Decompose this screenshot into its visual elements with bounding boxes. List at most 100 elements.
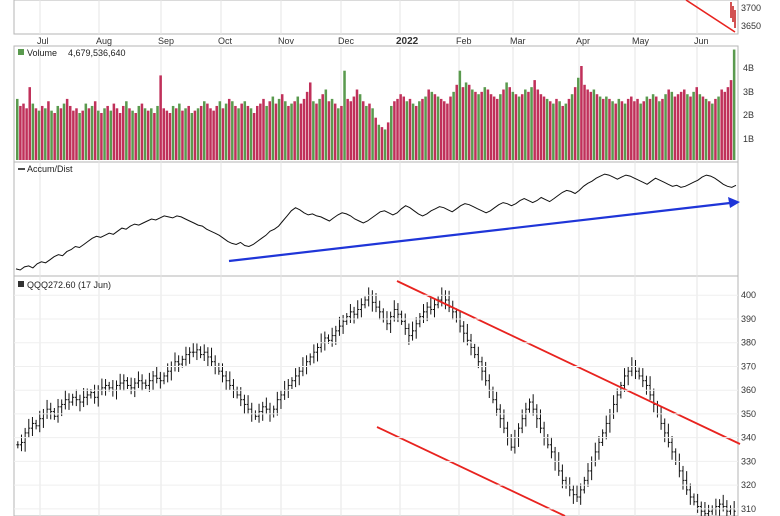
- ohlc-bar: [74, 389, 78, 407]
- ohlc-bar: [242, 394, 246, 414]
- volume-bar: [464, 82, 468, 160]
- volume-bar: [601, 98, 605, 160]
- volume-bar: [648, 98, 652, 160]
- price-tick-label: 360: [741, 385, 756, 395]
- volume-bar: [614, 103, 617, 160]
- ohlc-bar: [707, 504, 711, 516]
- volume-bar: [224, 103, 228, 160]
- volume-bar: [274, 103, 278, 160]
- volume-bar: [704, 98, 708, 160]
- ohlc-bar: [374, 293, 378, 313]
- volume-bar: [234, 105, 237, 160]
- volume-bar: [449, 96, 452, 160]
- volume-bar: [474, 91, 477, 160]
- ohlc-bar: [418, 313, 422, 328]
- ohlc-bar: [484, 361, 488, 386]
- ohlc-bar: [257, 403, 261, 423]
- volume-bar: [726, 87, 730, 160]
- volume-bar: [327, 101, 331, 160]
- ohlc-bar: [63, 390, 67, 410]
- ohlc-bar: [469, 333, 473, 356]
- volume-bar: [446, 103, 449, 160]
- volume-bar: [695, 87, 698, 160]
- accum-dist-legend: Accum/Dist: [18, 164, 73, 174]
- x-tick-dec: Dec: [338, 36, 355, 46]
- volume-bar: [355, 89, 359, 160]
- price-tick-label: 370: [741, 361, 756, 371]
- ohlc-bar: [699, 501, 703, 516]
- ohlc-bar: [579, 483, 583, 505]
- volume-bar: [533, 80, 536, 160]
- volume-bar: [402, 96, 406, 160]
- volume-bar: [271, 96, 275, 160]
- ohlc-bar: [330, 327, 334, 347]
- volume-bar: [121, 105, 125, 160]
- ohlc-bar: [93, 384, 97, 404]
- volume-bar: [390, 105, 393, 160]
- ohlc-bar: [180, 355, 184, 368]
- price-tick-label: 400: [741, 290, 756, 300]
- volume-legend: Volume 4,679,536,640: [18, 48, 126, 58]
- volume-bar: [196, 108, 200, 160]
- volume-bar: [673, 96, 677, 160]
- volume-bar: [40, 105, 44, 160]
- volume-bar: [330, 98, 334, 160]
- volume-bar: [215, 105, 218, 160]
- ohlc-bar: [133, 378, 137, 398]
- volume-bar: [140, 103, 144, 160]
- volume-bar: [411, 103, 415, 160]
- volume-bar: [374, 117, 377, 160]
- volume-bar: [34, 108, 38, 160]
- volume-bar: [499, 94, 502, 160]
- volume-bar: [156, 105, 159, 160]
- volume-bar: [199, 105, 203, 160]
- volume-bar: [206, 103, 209, 160]
- ohlc-bar: [210, 347, 214, 367]
- volume-bar: [218, 101, 222, 160]
- volume-bar: [617, 98, 621, 160]
- volume-bar: [252, 113, 256, 160]
- volume-bar: [436, 96, 440, 160]
- volume-bar: [536, 89, 540, 160]
- x-tick-apr: Apr: [576, 36, 590, 46]
- accum-dist-panel: [13, 161, 739, 277]
- volume-bar: [386, 122, 390, 160]
- price-legend-icon: [18, 281, 24, 287]
- x-tick-2022: 2022: [396, 36, 419, 47]
- volume-bar: [280, 94, 284, 160]
- volume-bar: [517, 96, 521, 160]
- volume-bar: [567, 98, 571, 160]
- ohlc-bar: [16, 441, 20, 449]
- ohlc-bar: [531, 394, 535, 416]
- volume-bar: [489, 94, 493, 160]
- volume-bar: [31, 103, 35, 160]
- ohlc-bar: [535, 404, 539, 428]
- price-legend: QQQ 272.60 (17 Jun): [18, 280, 111, 290]
- volume-bar: [408, 98, 412, 160]
- volume-bar: [97, 110, 100, 160]
- x-tick-nov: Nov: [278, 36, 295, 46]
- x-tick-feb: Feb: [456, 36, 472, 46]
- volume-bars: [16, 49, 736, 160]
- volume-bar: [296, 96, 300, 160]
- volume-bar: [240, 103, 243, 160]
- accum-dist-legend-label: Accum/Dist: [27, 164, 73, 174]
- volume-bar: [645, 96, 649, 160]
- volume-bar: [352, 96, 356, 160]
- volume-bar: [103, 108, 106, 160]
- volume-bar: [683, 89, 686, 160]
- volume-bar: [383, 129, 387, 160]
- ohlc-bar: [56, 398, 60, 423]
- ohlc-bar: [118, 373, 122, 391]
- ohlc-bar: [224, 370, 228, 390]
- ohlc-bar: [538, 409, 542, 434]
- price-tick-label: 350: [741, 409, 756, 419]
- ohlc-bar: [626, 366, 630, 386]
- ohlc-bar: [67, 393, 71, 410]
- volume-bar: [299, 103, 303, 160]
- price-legend-value: 272.60 (17 Jun): [48, 280, 111, 290]
- date-axis: Jul Aug Sep Oct Nov Dec 2022 Feb Mar Apr…: [37, 36, 709, 47]
- volume-bar: [514, 94, 518, 160]
- volume-bar: [564, 103, 568, 160]
